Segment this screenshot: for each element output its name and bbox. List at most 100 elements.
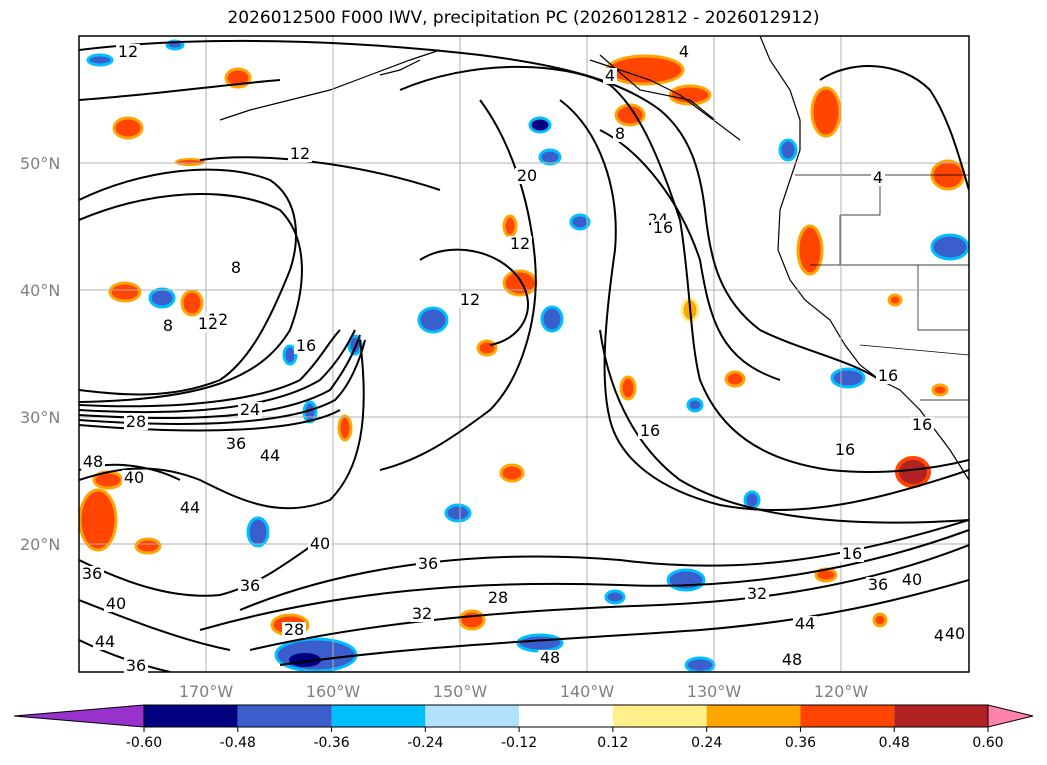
graticule [79, 36, 969, 672]
contour-label-8: 8 [615, 124, 625, 143]
borders [795, 174, 969, 401]
contour-label-bg [793, 616, 817, 632]
precip-shading [79, 39, 969, 672]
contour-label-bg [258, 448, 282, 464]
contour-label-bg [288, 146, 312, 162]
contour-label-16: 16 [835, 440, 855, 459]
colorbar-tick-label: -0.12 [501, 735, 537, 751]
contour-label-bg [943, 626, 967, 642]
map-title: 2026012500 F000 IWV, precipitation PC (2… [227, 8, 820, 28]
contour-label-48: 48 [83, 452, 103, 471]
contour-label-48: 48 [782, 650, 802, 669]
contour-label-bg [538, 650, 562, 666]
coastline [219, 36, 969, 481]
contour-label-24: 24 [240, 400, 260, 419]
contour-label-16: 16 [640, 421, 660, 440]
contour-label-bg [229, 260, 243, 276]
lon-label-150w: 150°W [433, 682, 488, 701]
contour-label-bg [638, 423, 662, 439]
contour-label-bg [104, 596, 128, 612]
contour-label-40: 40 [124, 468, 144, 487]
contour-label-bg [93, 634, 117, 650]
colorbar: -0.60 -0.48 -0.36 -0.24 -0.12 0.12 0.24 0.36 0.4… [13, 704, 1034, 751]
contour-label-bg [122, 470, 146, 486]
contour-label-4: 4 [605, 66, 615, 85]
contour-label-12: 12 [118, 42, 138, 61]
contour-label-36: 36 [126, 656, 146, 675]
contour-label-12: 12 [290, 144, 310, 163]
contour-label-44: 44 [95, 632, 115, 651]
lat-label-30n: 30°N [20, 408, 60, 427]
contour-label-bg [840, 546, 864, 562]
contour-label-bg [876, 368, 900, 384]
colorbar-tick-label: 0.36 [785, 735, 816, 751]
contour-label-28: 28 [126, 412, 146, 431]
contour-label-bg [161, 318, 175, 334]
contour-label-48: 48 [540, 648, 560, 667]
map-frame [78, 35, 970, 673]
contour-label-36: 36 [240, 576, 260, 595]
contour-label-bg [458, 292, 482, 308]
contour-label-bg [308, 536, 332, 552]
contour-label-bg [116, 44, 140, 60]
lon-label-120w: 120°W [814, 682, 869, 701]
contour-label-bg [81, 454, 105, 470]
colorbar-tick-label: -0.24 [407, 735, 443, 751]
contour-label-bg [196, 316, 220, 332]
contour-label-bg [900, 572, 924, 588]
iwv-contours [79, 39, 969, 672]
colorbar-swatch [894, 705, 988, 727]
colorbar-swatch [519, 705, 613, 727]
contour-label-12: 12 [510, 234, 530, 253]
contour-label-bg [486, 590, 510, 606]
contour-label-bg [124, 414, 148, 430]
colorbar-tick-label: -0.48 [220, 735, 256, 751]
contour-label-bg [282, 622, 306, 638]
contour-label-36: 36 [418, 554, 438, 573]
contour-label-bg [651, 220, 675, 236]
contour-label-bg [178, 500, 202, 516]
colorbar-extend-high [987, 704, 1034, 728]
contour-label-bg [910, 417, 934, 433]
lon-label-130w: 130°W [687, 682, 742, 701]
contour-label-bg [866, 577, 890, 593]
contour-label-8: 8 [231, 258, 241, 277]
contour-label-16: 16 [296, 336, 316, 355]
contour-label-bg [603, 68, 617, 84]
colorbar-swatch [800, 705, 895, 727]
contour-label-16: 16 [878, 366, 898, 385]
contour-label-40: 40 [106, 594, 126, 613]
contour-label-16: 16 [912, 415, 932, 434]
map-plot-area [79, 36, 969, 672]
contour-label-40: 40 [945, 624, 965, 643]
contour-label-bg [294, 338, 318, 354]
contour-label-16: 16 [842, 544, 862, 563]
colorbar-tick-label: -0.36 [313, 735, 349, 751]
contour-label-44: 44 [180, 498, 200, 517]
contour-labels: 1212841212122024481681216282436444840404… [80, 42, 967, 675]
contour-label-44: 44 [795, 614, 815, 633]
colorbar-tick-label: 0.60 [972, 735, 1003, 751]
contour-label-bg [508, 236, 532, 252]
contour-label-bg [745, 586, 769, 602]
colorbar-frame [143, 704, 989, 728]
lat-label-50n: 50°N [20, 154, 60, 173]
contour-label-8: 8 [163, 316, 173, 335]
contour-label-32: 32 [412, 604, 432, 623]
lat-label-40n: 40°N [20, 281, 60, 300]
contour-label-16: 16 [653, 218, 673, 237]
colorbar-tick-label: 0.12 [597, 735, 628, 751]
contour-label-bg [238, 402, 262, 418]
colorbar-swatch [612, 705, 707, 727]
contour-label-bg [613, 126, 627, 142]
colorbar-swatch [237, 705, 332, 727]
contour-label-bg [124, 658, 148, 674]
contour-label-bg [677, 44, 691, 60]
contour-label-bg [833, 442, 857, 458]
lon-label-170w: 170°W [179, 682, 234, 701]
contour-label-4: 4 [679, 42, 689, 61]
colorbar-swatch [144, 705, 238, 727]
contour-label-20: 20 [517, 166, 537, 185]
contour-label-12: 12 [460, 290, 480, 309]
